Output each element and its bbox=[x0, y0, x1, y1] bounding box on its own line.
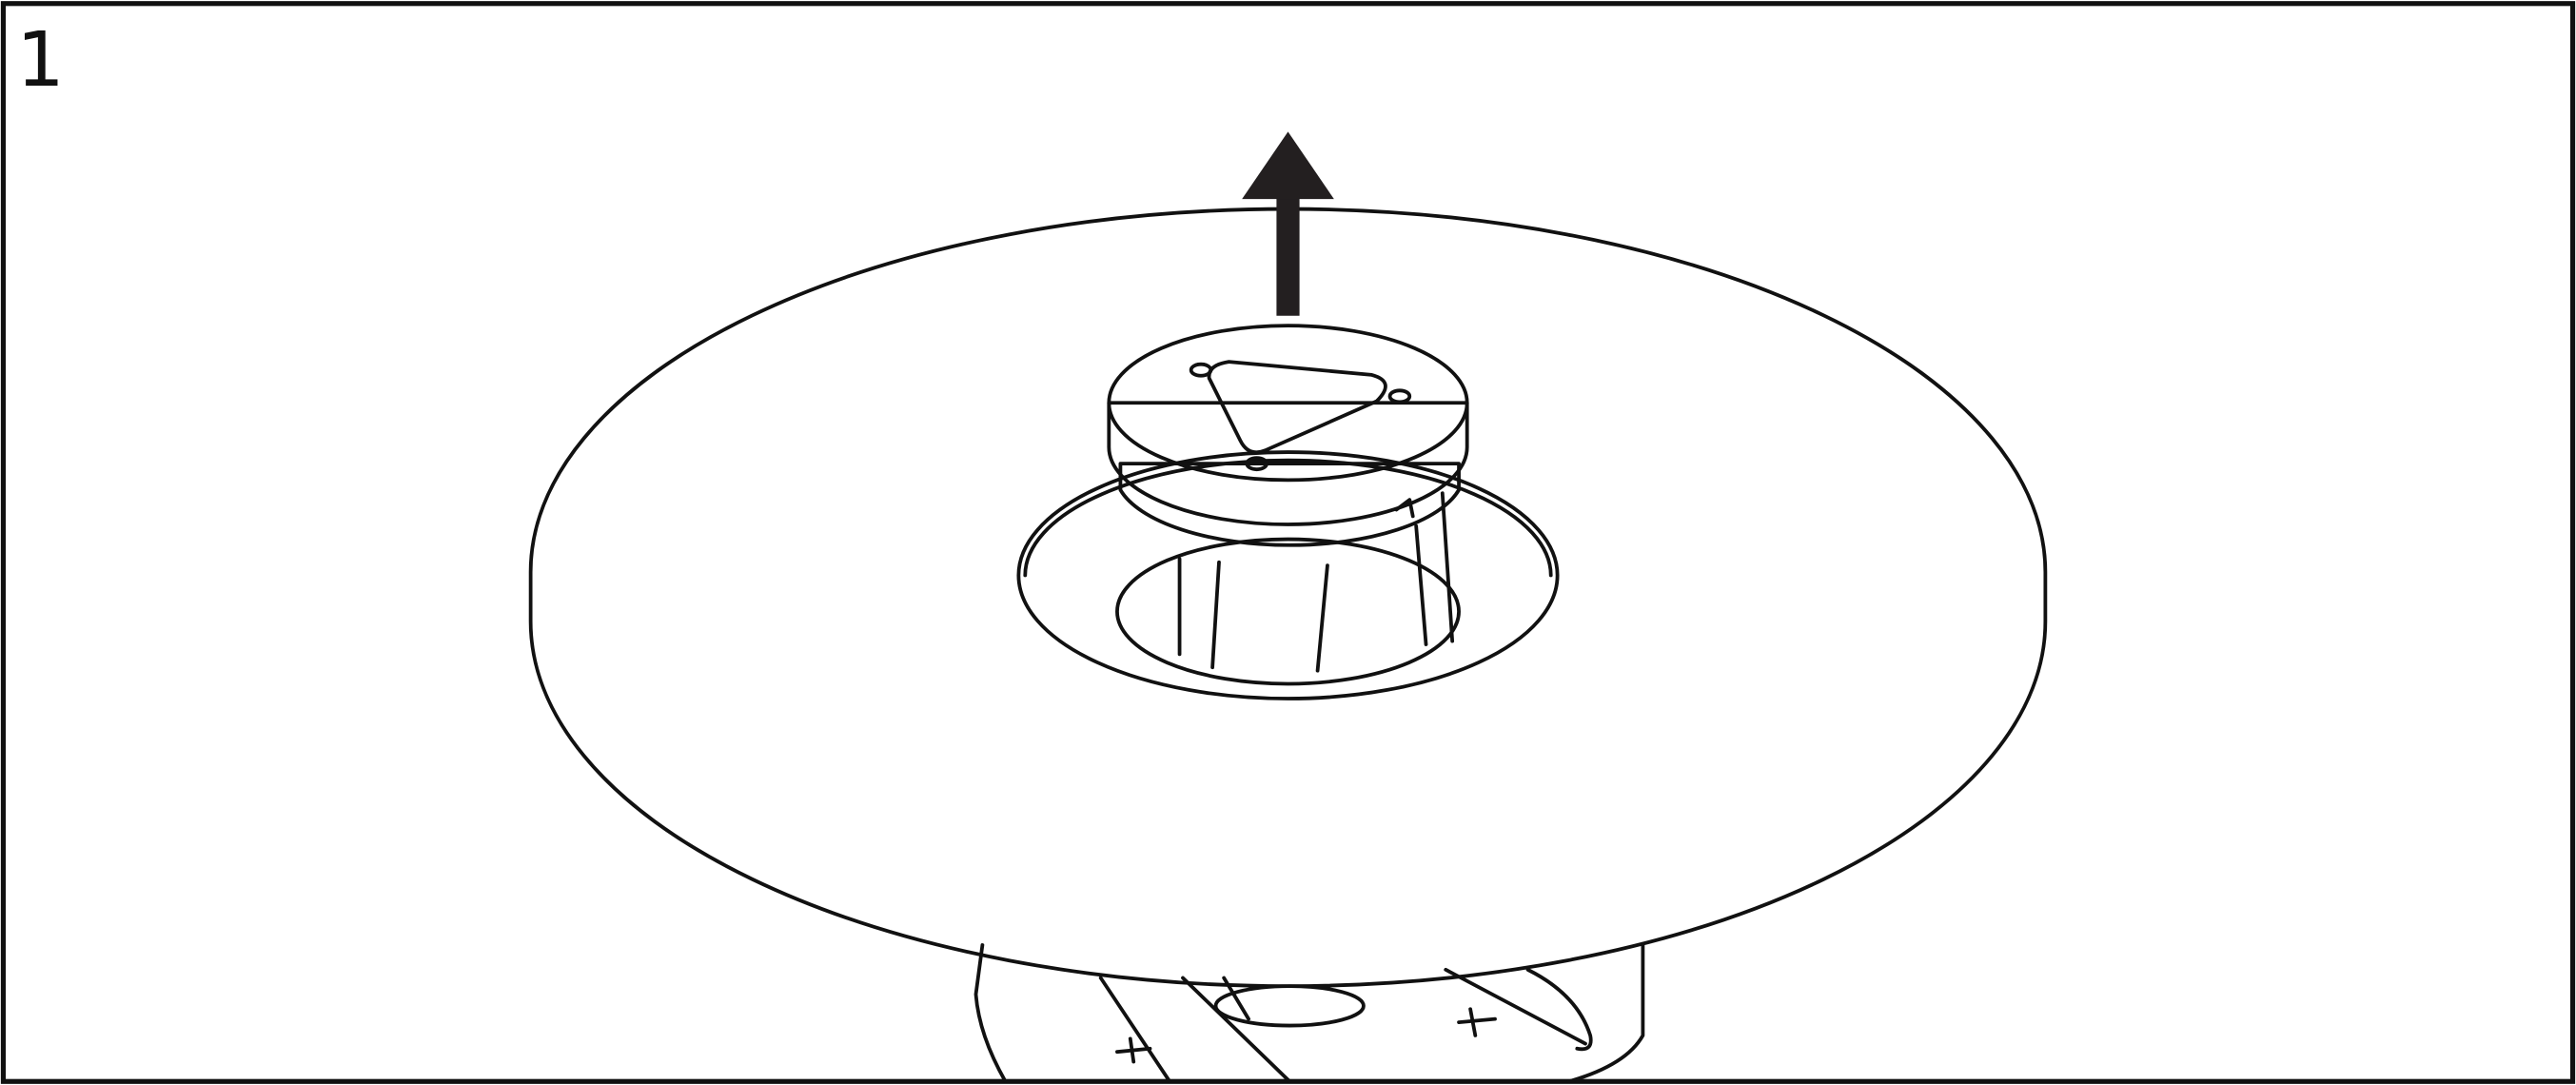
center-hole bbox=[1016, 450, 1560, 700]
cap bbox=[1107, 324, 1469, 547]
table-top bbox=[528, 207, 2048, 988]
step-number: 1 bbox=[16, 15, 65, 104]
lift-arrow bbox=[1242, 131, 1334, 316]
